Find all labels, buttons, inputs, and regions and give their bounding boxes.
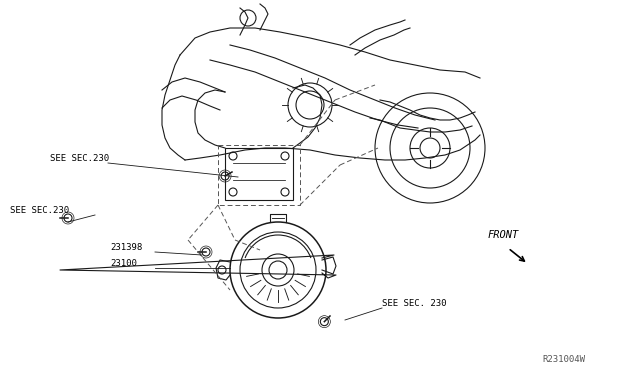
Text: SEE SEC.230: SEE SEC.230 <box>50 154 109 163</box>
Text: 231398: 231398 <box>110 243 142 252</box>
Text: 23100: 23100 <box>110 259 137 268</box>
Text: SEE SEC. 230: SEE SEC. 230 <box>382 299 447 308</box>
Text: R231004W: R231004W <box>542 355 585 364</box>
Text: FRONT: FRONT <box>488 230 519 240</box>
Text: SEE SEC.230: SEE SEC.230 <box>10 206 69 215</box>
FancyArrowPatch shape <box>510 250 524 261</box>
Bar <box>225 148 293 200</box>
